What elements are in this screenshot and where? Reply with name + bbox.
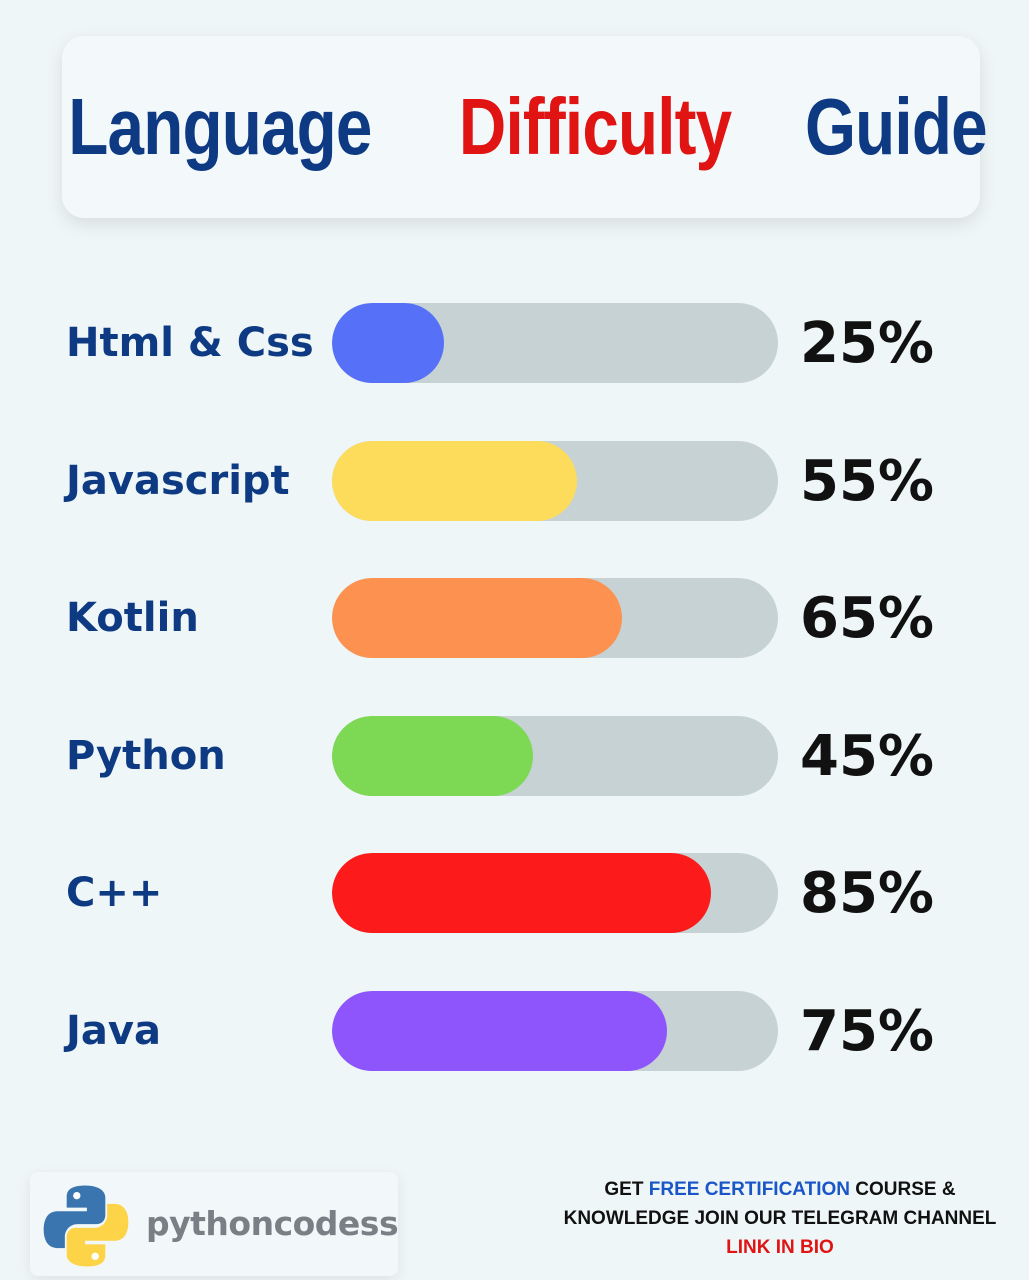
chart-row-kotlin: Kotlin 65% [0,578,1029,658]
chart-row-cplusplus: C++ 85% [0,853,1029,933]
chart-row-javascript: Javascript 55% [0,440,1029,521]
title-word-difficulty: Difficulty [458,82,732,171]
chart-row-python: Python 45% [0,715,1029,796]
chart-row-java: Java 75% [0,990,1029,1071]
chart-row-html-css: Html & Css 25% [0,303,1029,383]
category-label: Python [66,732,226,779]
category-label: Kotlin [66,595,199,641]
category-label: Html & Css [66,320,314,366]
bar-track [332,440,778,521]
value-label: 85% [800,861,935,926]
category-label: C++ [66,870,163,916]
category-label: Java [66,1007,161,1054]
title-word-language: Language [68,82,372,171]
promo-text: GET FREE CERTIFICATION COURSE & KNOWLEDG… [540,1175,1020,1262]
bar-fill [332,715,533,796]
value-label: 75% [800,998,935,1064]
bar-fill [332,853,711,933]
brand-card: pythoncodess [30,1172,399,1276]
bar-track [332,578,778,658]
promo-link-in-bio: LINK IN BIO [726,1237,834,1258]
bar-track [332,853,778,933]
title-card: Language Difficulty Guide [62,36,988,218]
promo-highlight: FREE CERTIFICATION [648,1179,851,1200]
bar-fill [332,578,622,658]
bar-fill [332,440,577,521]
promo-line-1: GET FREE CERTIFICATION COURSE & [540,1175,1020,1204]
python-logo-icon [43,1185,129,1267]
value-label: 45% [800,723,935,789]
promo-line-1-start: GET [604,1179,649,1200]
category-label: Javascript [66,457,290,504]
title-word-guide: Guide [805,82,988,171]
bar-fill [332,303,444,383]
value-label: 55% [800,448,935,514]
bar-track [332,715,778,796]
value-label: 65% [800,586,935,651]
promo-line-2: KNOWLEDGE JOIN OUR TELEGRAM CHANNEL [563,1208,997,1229]
bar-track [332,990,778,1071]
bar-track [332,303,778,383]
promo-line-1-end: COURSE & [850,1179,956,1200]
value-label: 25% [800,311,935,376]
bar-fill [332,990,667,1071]
brand-name: pythoncodess [146,1204,399,1243]
